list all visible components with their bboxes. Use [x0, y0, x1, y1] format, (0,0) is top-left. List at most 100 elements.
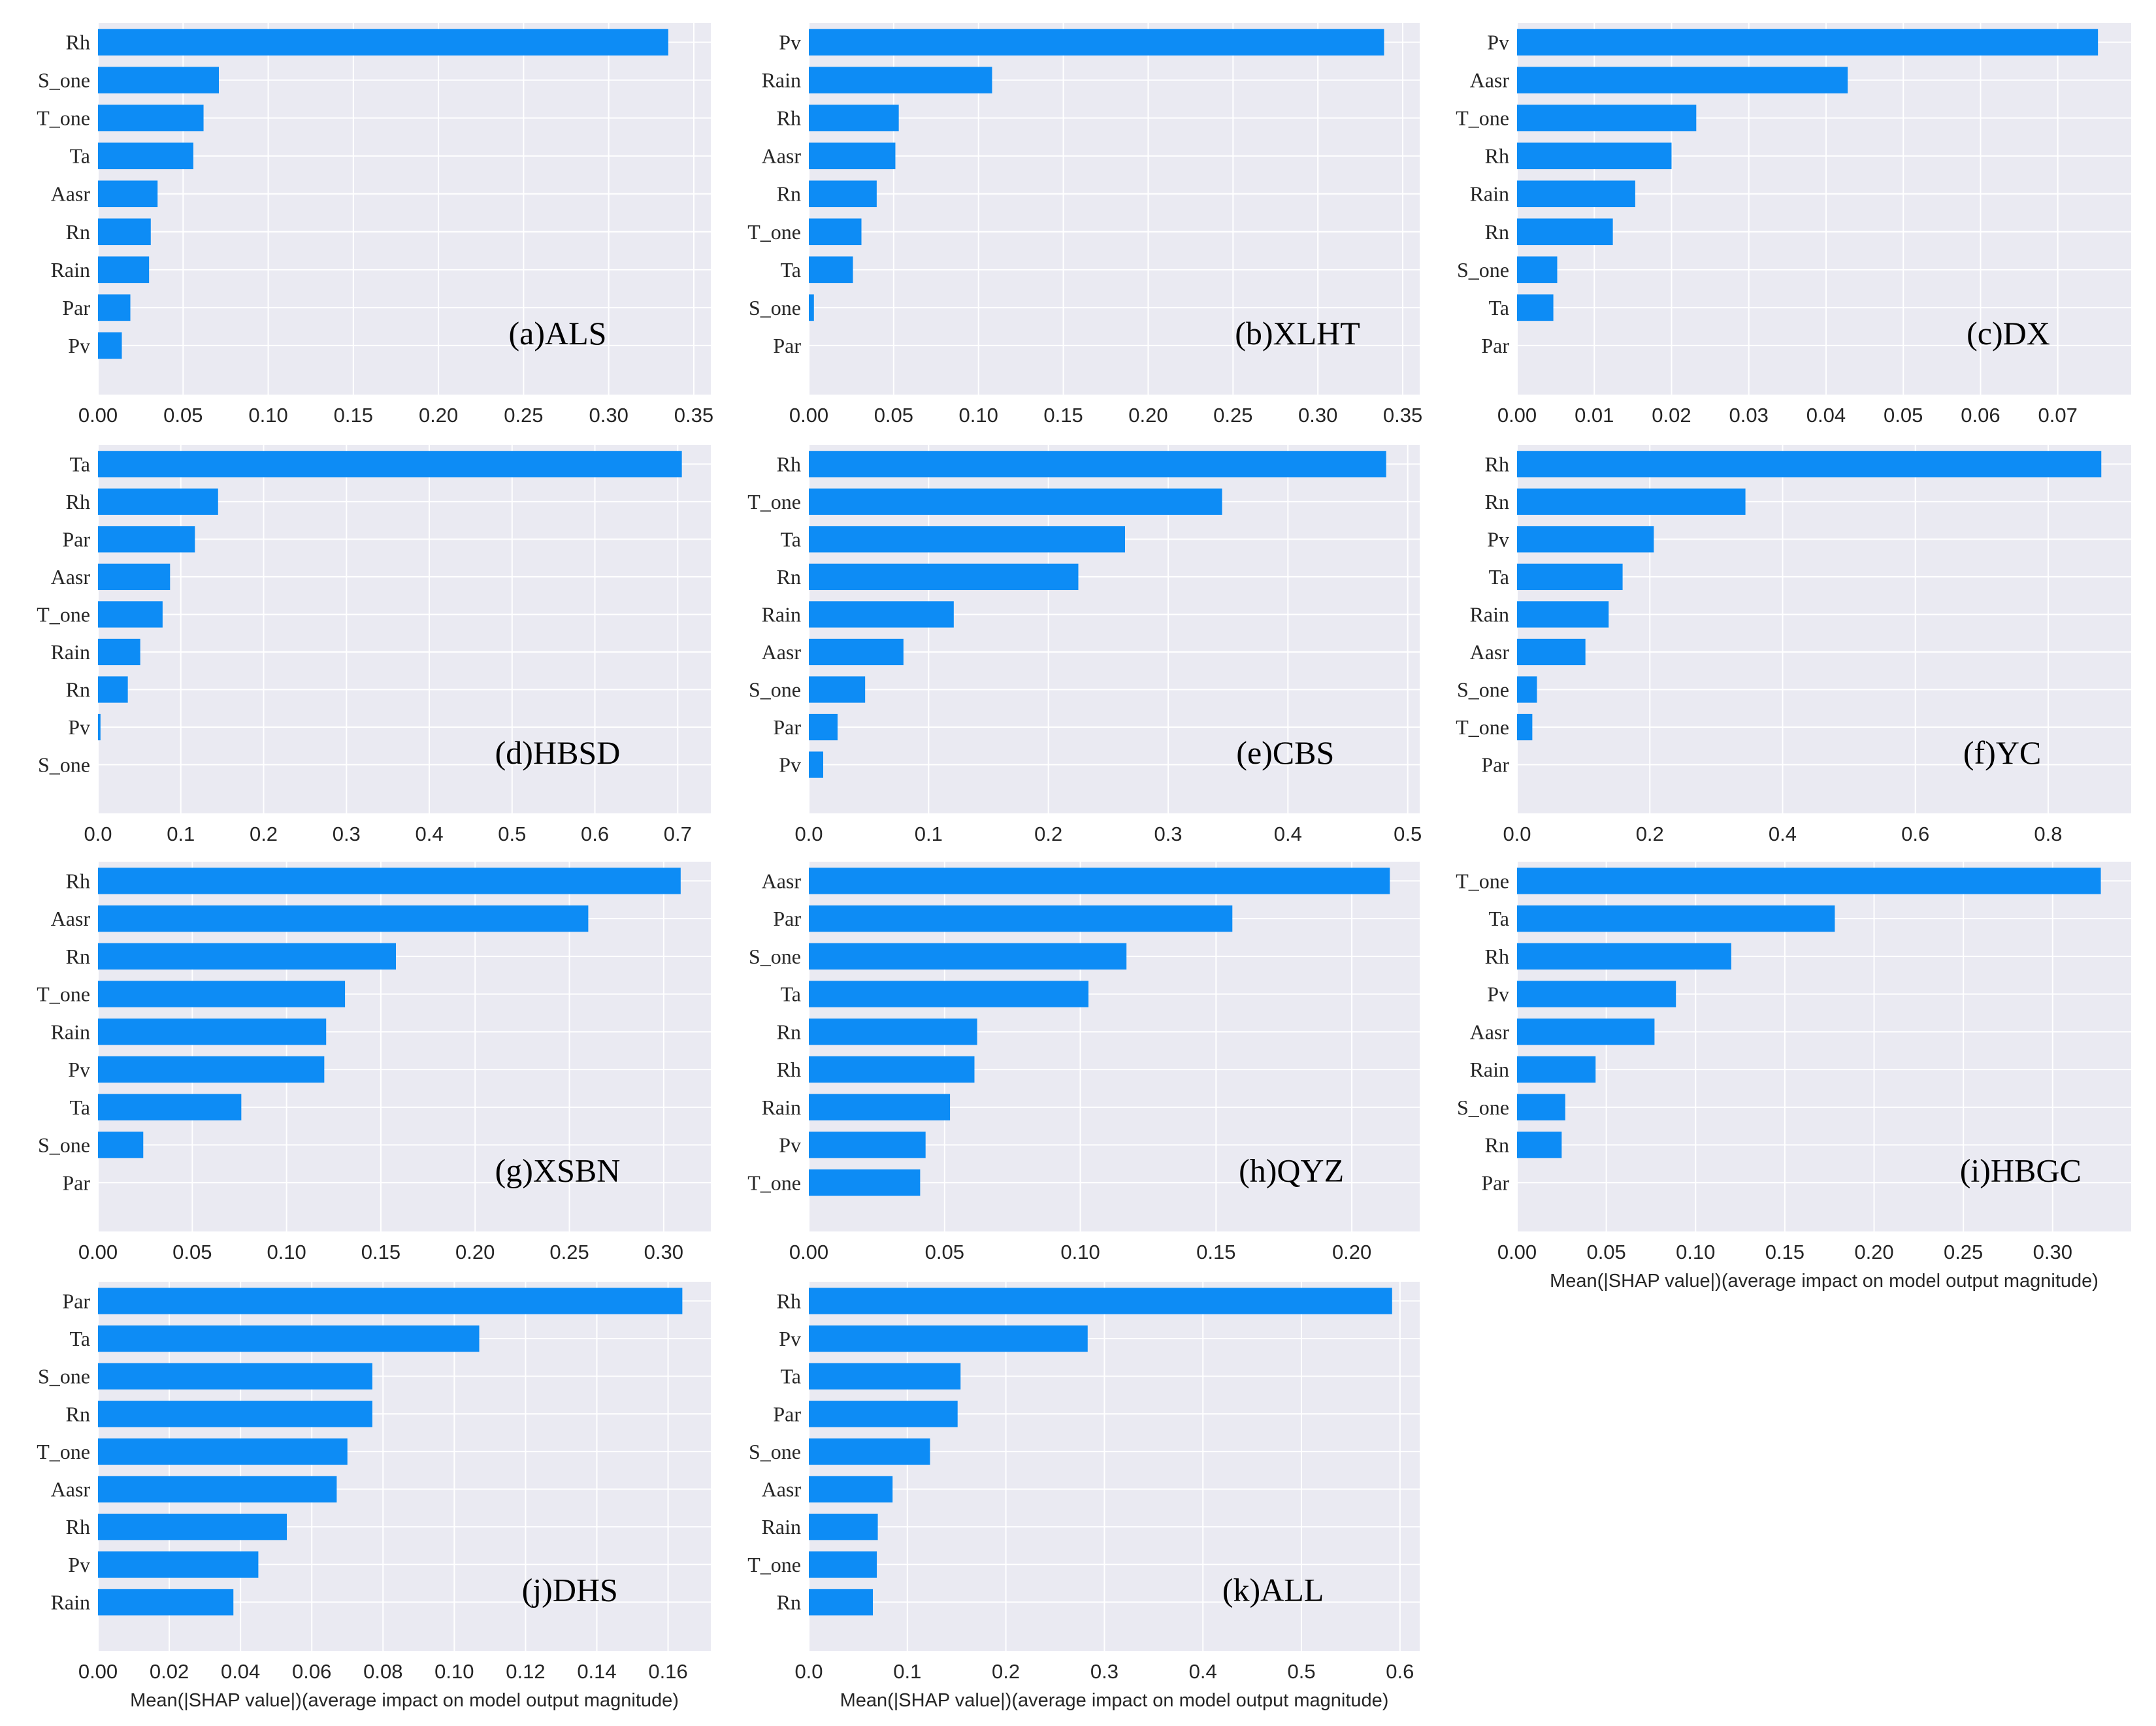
bar	[809, 1476, 893, 1503]
bar	[98, 1551, 259, 1578]
x-tick-label: 0.01	[1575, 404, 1614, 427]
y-category-label: Aasr	[762, 869, 802, 892]
y-category-label: Rh	[1485, 144, 1509, 168]
y-category-label: S_one	[749, 1440, 801, 1463]
x-tick-label: 0.14	[577, 1660, 616, 1683]
y-category-label: Pv	[68, 1058, 90, 1081]
bar	[809, 142, 896, 170]
x-tick-label: 0.02	[1652, 404, 1691, 427]
chart-panel: 0.00 0.01 0.02 0.03 0.04 0.05 0.06 0.07 Pv Aasr T_…	[1456, 23, 2131, 427]
y-category-label: Par	[773, 1402, 801, 1425]
x-tick-label: 0.3	[333, 822, 361, 845]
y-category-label: S_one	[749, 677, 801, 701]
bar	[809, 180, 877, 208]
x-tick-label: 0.1	[893, 1660, 921, 1683]
y-category-label: S_one	[749, 945, 801, 968]
bar	[1517, 1094, 1565, 1121]
y-category-label: Ta	[69, 1096, 90, 1119]
x-tick-label: 0.10	[248, 404, 287, 427]
bar	[1517, 638, 1586, 666]
x-tick-label: 0.25	[1944, 1241, 1983, 1263]
x-tick-label: 0.15	[1043, 404, 1083, 427]
x-tick-label: 0.00	[1497, 1241, 1537, 1263]
y-category-label: Pv	[779, 1133, 801, 1157]
x-tick-label: 0.5	[1394, 822, 1422, 845]
x-tick-label: 0.30	[589, 404, 628, 427]
y-category-label: Rh	[66, 1515, 90, 1539]
panel-title: (i)HBGC	[1960, 1152, 2082, 1189]
y-category-label: Ta	[1488, 907, 1509, 930]
bar	[98, 601, 163, 628]
bar	[98, 142, 193, 170]
x-tick-label: 0.06	[292, 1660, 331, 1683]
y-category-label: Aasr	[51, 1478, 91, 1501]
y-category-label: Par	[773, 907, 801, 930]
y-category-label: Rn	[777, 1590, 801, 1614]
x-tick-label: 0.10	[1676, 1241, 1715, 1263]
y-category-label: Pv	[68, 715, 90, 739]
x-tick-label: 0.08	[363, 1660, 402, 1683]
x-tick-label: 0.2	[992, 1660, 1020, 1683]
x-tick-label: 0.25	[504, 404, 543, 427]
bar	[98, 868, 681, 894]
y-category-label: Ta	[1488, 296, 1509, 319]
y-category-label: T_one	[37, 1440, 90, 1463]
chart-panel: 0.0 0.1 0.2 0.3 0.4 0.5 0.6 0.7 Ta Rh Par Aasr T_one…	[37, 445, 711, 845]
bar	[1517, 868, 2101, 894]
bar	[809, 981, 1089, 1007]
y-category-label: Aasr	[51, 565, 91, 589]
bar	[809, 451, 1386, 478]
bar	[98, 218, 151, 246]
x-tick-label: 0.00	[78, 1241, 118, 1263]
bar	[809, 1169, 921, 1196]
y-category-label: T_one	[37, 983, 90, 1006]
y-category-label: Aasr	[762, 1478, 802, 1501]
chart-panel: 0.0 0.2 0.4 0.6 0.8 Rh Rn Pv Ta Rain Aasr S_one T_on…	[1456, 445, 2131, 845]
chart-panel: 0.00 0.05 0.10 0.15 0.20 0.25 0.30 Rh Aasr Rn T_on…	[37, 862, 711, 1263]
y-category-label: S_one	[38, 1365, 90, 1388]
panel-title: (g)XSBN	[495, 1152, 621, 1189]
bar	[98, 981, 346, 1007]
y-category-label: S_one	[749, 296, 801, 319]
panel-title: (c)DX	[1967, 315, 2050, 351]
bar	[809, 1589, 874, 1616]
bar	[98, 29, 668, 56]
bar	[1517, 713, 1533, 741]
x-tick-label: 0.4	[1274, 822, 1302, 845]
bar	[809, 294, 814, 321]
bar	[98, 1589, 234, 1616]
x-tick-label: 0.3	[1154, 822, 1182, 845]
x-tick-label: 0.00	[789, 1241, 828, 1263]
x-tick-label: 0.4	[1769, 822, 1797, 845]
panel-title: (k)ALL	[1222, 1572, 1324, 1608]
chart-panel: 0.00 0.05 0.10 0.15 0.20 Aasr Par S_one Ta Rn Rh Ra…	[747, 862, 1420, 1263]
x-tick-label: 0.10	[959, 404, 998, 427]
bar	[1517, 526, 1654, 553]
bar	[98, 1513, 287, 1540]
x-tick-label: 0.12	[506, 1660, 545, 1683]
x-tick-label: 0.20	[1854, 1241, 1893, 1263]
bar	[809, 638, 904, 666]
bar	[809, 601, 954, 628]
x-tick-label: 0.4	[415, 822, 443, 845]
bar	[1517, 905, 1835, 932]
y-category-label: Rn	[1485, 490, 1509, 513]
x-tick-label: 0.5	[1287, 1660, 1315, 1683]
x-tick-label: 0.05	[163, 404, 203, 427]
bar	[98, 1325, 480, 1352]
bar	[809, 1094, 951, 1121]
bar	[1517, 29, 2099, 56]
x-tick-label: 0.00	[1497, 404, 1537, 427]
y-category-label: Rn	[66, 220, 90, 244]
y-category-label: Rn	[1485, 220, 1509, 244]
x-tick-label: 0.0	[794, 1660, 823, 1683]
y-category-label: Rain	[51, 1020, 90, 1043]
y-category-label: Rn	[66, 945, 90, 968]
x-tick-label: 0.1	[915, 822, 943, 845]
y-category-label: Rn	[777, 1020, 801, 1043]
bar	[809, 1325, 1088, 1352]
bar	[98, 1094, 242, 1121]
x-tick-label: 0.30	[644, 1241, 683, 1263]
y-category-label: Rn	[1485, 1133, 1509, 1157]
bar	[809, 905, 1233, 932]
